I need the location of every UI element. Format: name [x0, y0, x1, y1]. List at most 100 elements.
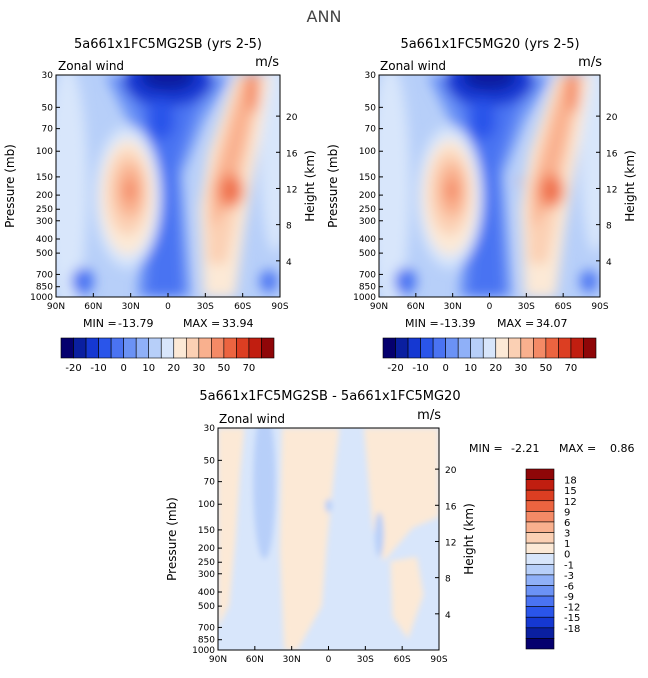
- y2-tick-label: 16: [445, 502, 457, 512]
- y2-tick-label: 16: [286, 149, 298, 159]
- polar-sh-region: [259, 75, 280, 253]
- y2-tick-label: 4: [286, 258, 292, 268]
- y-tick-label: 850: [198, 636, 215, 646]
- colorbar-swatch: [173, 337, 187, 359]
- y-tick-label: 50: [204, 456, 216, 466]
- colorbar-swatch: [525, 489, 555, 502]
- colorbar-label: 6: [564, 518, 570, 529]
- colorbar-label: 0: [564, 550, 570, 561]
- colorbar-swatch: [507, 337, 522, 359]
- colorbar-label: 18: [564, 476, 577, 487]
- colorbar-label: -10: [412, 363, 428, 374]
- field-layers: [56, 75, 280, 297]
- axes-right: 90N 60N 30N 0 30S 60S 90S 30 50 70 100 150 200 250 300…: [326, 71, 637, 312]
- colorbar-swatch: [482, 337, 497, 359]
- y-tick-label: 300: [359, 217, 376, 227]
- y-tick-label: 1000: [353, 293, 376, 303]
- equatorial-easterly-mid: [440, 75, 539, 297]
- colorbar-swatch: [135, 337, 150, 359]
- colorbar-swatch: [420, 337, 434, 359]
- panel-right: 5a661x1FC5MG20 (yrs 2-5) Zonal wind m/s …: [326, 37, 637, 374]
- colorbar-swatch: [60, 337, 74, 359]
- y-tick-label: 500: [36, 249, 53, 259]
- contour-field-left: [56, 75, 280, 297]
- surface-easterly-nh: [71, 268, 95, 295]
- colorbar-swatch: [407, 337, 421, 359]
- strat-easterly-peak: [462, 75, 517, 91]
- sh-jet-core: [545, 181, 557, 200]
- y-tick-label: 700: [359, 270, 376, 280]
- colorbar-swatch: [495, 337, 509, 359]
- panel-left-max-value: 33.94: [222, 317, 254, 330]
- y2-tick-label: 16: [606, 149, 618, 159]
- y-tick-label: 700: [198, 623, 215, 633]
- colorbar-swatch: [457, 337, 472, 359]
- colorbar-label: 0: [442, 363, 448, 374]
- x-tick-label: 0: [487, 302, 493, 312]
- colorbar-swatch: [570, 337, 584, 359]
- x-tick-label: 60S: [234, 302, 251, 312]
- panel-right-min-value: -13.39: [440, 317, 475, 330]
- colorbar-swatch: [211, 337, 225, 359]
- colorbar-label: 9: [564, 507, 570, 518]
- y2-axis-title: Height (km): [623, 150, 637, 221]
- y-tick-label: 70: [42, 125, 54, 135]
- y2-tick-label: 12: [445, 538, 456, 548]
- axes-diff: 90N 60N 30N 0 30S 60S 90S 30 50 70 100 150 200 250 300…: [165, 424, 476, 665]
- colorbar-label: -3: [564, 571, 574, 582]
- y-tick-label: 100: [36, 147, 53, 157]
- y2-tick-label: 12: [606, 185, 617, 195]
- colorbar-label: 30: [514, 363, 527, 374]
- colorbar-swatch: [525, 638, 555, 650]
- y2-tick-label: 20: [286, 113, 298, 123]
- panel-diff-min-value: -2.21: [511, 442, 539, 455]
- y-tick-label: 850: [36, 283, 53, 293]
- colorbar-swatch: [520, 337, 534, 359]
- colorbar-label: 20: [167, 363, 180, 374]
- colorbar-label: -9: [564, 592, 574, 603]
- colorbar-label: 0: [120, 363, 126, 374]
- panel-left-units: m/s: [255, 55, 279, 70]
- colorbar-swatch: [185, 337, 200, 359]
- y-tick-label: 30: [365, 71, 377, 81]
- y-tick-label: 250: [198, 558, 215, 568]
- y-tick-label: 30: [204, 424, 216, 434]
- colorbar-left: -20 -10 0 10 20 30 50 70: [60, 337, 275, 374]
- colorbar-label: 1: [564, 539, 570, 550]
- colorbar-swatch: [160, 337, 175, 359]
- colorbar-swatch: [583, 337, 597, 359]
- y-tick-label: 100: [359, 147, 376, 157]
- colorbar-swatch: [525, 500, 555, 512]
- y-tick-label: 250: [359, 205, 376, 215]
- x-tick-label: 30S: [357, 655, 374, 665]
- y-tick-label: 500: [359, 249, 376, 259]
- colorbar-swatch: [382, 337, 396, 359]
- panel-left-min-value: -13.79: [118, 317, 153, 330]
- colorbar-swatch: [525, 542, 555, 555]
- x-tick-label: 60S: [394, 655, 411, 665]
- colorbar-swatch: [525, 627, 555, 639]
- sh-strat-jet: [247, 75, 259, 113]
- colorbar-swatch: [525, 553, 555, 565]
- y2-tick-label: 8: [445, 575, 451, 585]
- y2-tick-label: 8: [286, 222, 292, 232]
- y-tick-label: 150: [36, 173, 53, 183]
- y-tick-label: 400: [36, 235, 53, 245]
- y-tick-label: 300: [36, 217, 53, 227]
- colorbar-swatch: [198, 337, 212, 359]
- colorbar-label: 50: [540, 363, 553, 374]
- x-tick-label: 60N: [407, 302, 425, 312]
- y-axis-title: Pressure (mb): [165, 497, 179, 581]
- colorbar-label: -20: [387, 363, 403, 374]
- x-tick-label: 90S: [591, 302, 608, 312]
- panel-diff-title: 5a661x1FC5MG2SB - 5a661x1FC5MG20: [199, 389, 460, 404]
- colorbar-swatch: [525, 574, 555, 586]
- upper-easterly: [469, 99, 497, 140]
- colorbar-label: -1: [564, 560, 574, 571]
- contour-field-right: [379, 75, 600, 297]
- y-tick-label: 150: [359, 173, 376, 183]
- colorbar-swatch: [525, 585, 555, 597]
- polar-nh-easterly: [56, 75, 88, 297]
- colorbar-label: -18: [564, 624, 580, 635]
- y-tick-label: 300: [198, 570, 215, 580]
